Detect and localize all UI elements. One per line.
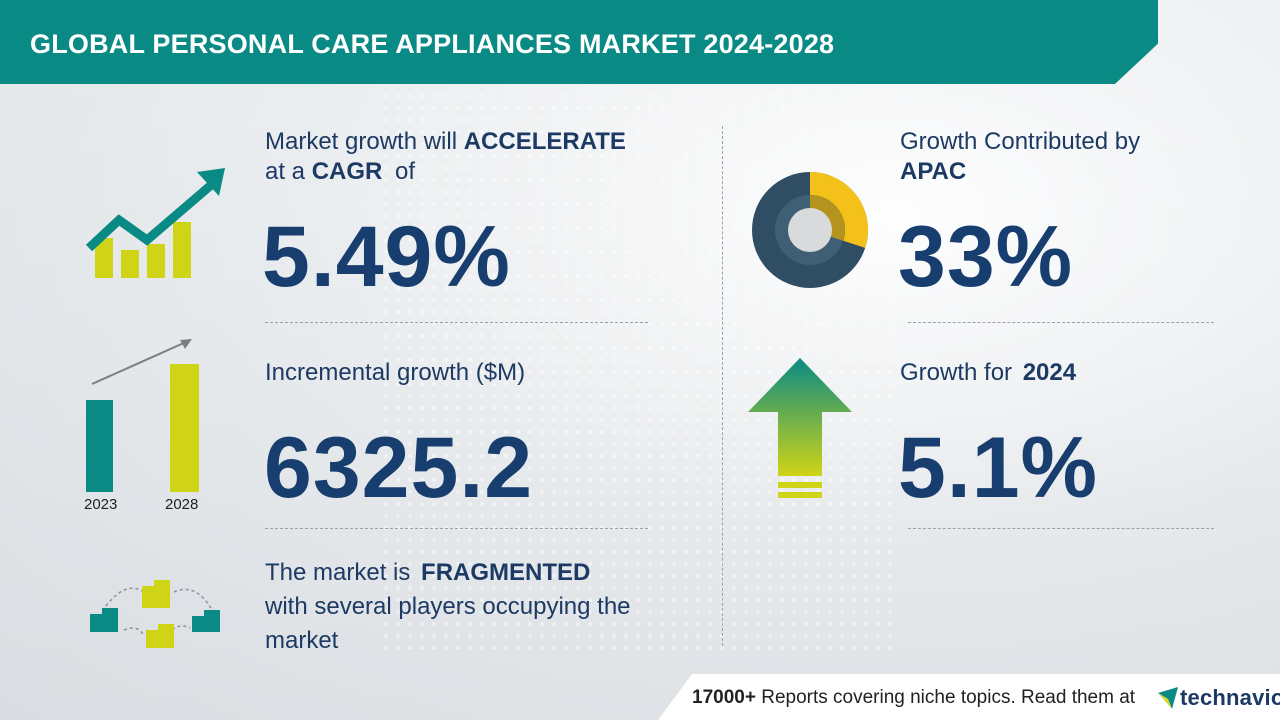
column-divider	[722, 126, 723, 646]
up-arrow-icon	[748, 358, 852, 498]
year-start-label: 2023	[84, 496, 118, 513]
cagr-value: 5.49%	[262, 209, 511, 305]
market-line-2: with several players occupying the	[265, 593, 631, 620]
bar-comparison-icon	[86, 339, 199, 492]
cagr-line-1: Market growth will ACCELERATE	[265, 128, 626, 155]
region-label: Growth Contributed by	[900, 128, 1141, 155]
cagr-line-2: at a CAGR of	[265, 158, 416, 185]
region-name: APAC	[900, 158, 967, 185]
growth-chart-icon	[85, 168, 225, 278]
technavio-logo[interactable]: technavio	[1158, 685, 1280, 711]
growth-year-line: Growth for 2024	[900, 359, 1077, 386]
growth-year-value: 5.1%	[898, 420, 1099, 516]
fragmented-market-icon	[90, 580, 220, 648]
divider	[908, 528, 1214, 529]
divider	[265, 528, 648, 529]
technavio-mark-icon	[1158, 687, 1178, 709]
divider	[265, 322, 648, 323]
year-end-label: 2028	[165, 496, 199, 513]
market-line-3: market	[265, 627, 339, 654]
header-banner	[0, 0, 1158, 84]
footer-text: 17000+ Reports covering niche topics. Re…	[692, 687, 1136, 708]
region-value: 33%	[898, 209, 1074, 305]
divider	[908, 322, 1214, 323]
incremental-label: Incremental growth ($M)	[265, 359, 526, 386]
brand-name: technavio	[1180, 685, 1280, 710]
page-title: GLOBAL PERSONAL CARE APPLIANCES MARKET 2…	[30, 29, 835, 59]
region-donut-chart	[752, 171, 869, 288]
incremental-value: 6325.2	[264, 420, 534, 516]
apac-share-slice	[810, 171, 869, 248]
market-line-1: The market is FRAGMENTED	[265, 559, 591, 586]
footer-bar	[658, 674, 1280, 720]
